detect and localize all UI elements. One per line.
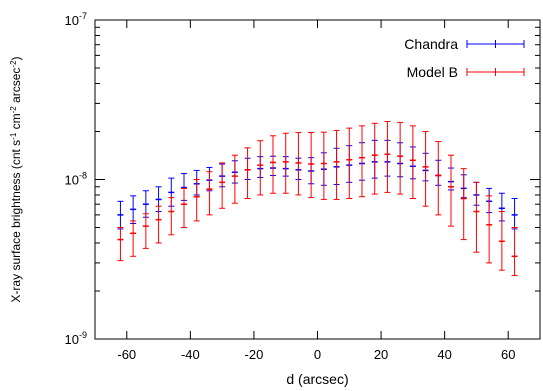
y-tick-label: 10-9 xyxy=(65,330,87,347)
x-tick-label: -40 xyxy=(181,347,200,362)
data-point xyxy=(117,227,124,262)
plot-border xyxy=(94,19,541,340)
x-axis-label: d (arcsec) xyxy=(286,371,348,387)
legend-entry: Model B xyxy=(407,64,525,80)
legend: Chandra Model B xyxy=(404,36,525,80)
data-point xyxy=(448,154,454,227)
data-point xyxy=(460,168,467,241)
data-point xyxy=(168,197,175,236)
y-tick-label: 10-7 xyxy=(65,11,87,28)
data-point xyxy=(435,141,442,216)
data-point xyxy=(282,132,289,194)
data-point xyxy=(511,198,518,230)
data-point xyxy=(206,171,213,216)
data-point xyxy=(193,179,200,222)
y-tick-label: 10-8 xyxy=(65,171,87,188)
data-point xyxy=(295,132,302,196)
data-point xyxy=(130,220,137,257)
data-point xyxy=(333,129,340,200)
series-chandra xyxy=(117,139,518,230)
data-point xyxy=(219,162,226,209)
data-point xyxy=(142,213,149,249)
data-point xyxy=(473,181,480,253)
data-point xyxy=(359,125,365,198)
data-point xyxy=(422,130,429,207)
data-point xyxy=(155,205,162,244)
series-layer xyxy=(117,121,518,277)
plot-frame xyxy=(94,19,541,340)
legend-label: Model B xyxy=(407,64,458,80)
y-axis-label: X-ray surface brightness (cnt s-1 cm-2 a… xyxy=(9,56,24,302)
data-point xyxy=(257,140,264,196)
x-tick-label: -60 xyxy=(117,347,136,362)
data-point xyxy=(270,135,276,194)
x-tick-label: 0 xyxy=(314,347,321,362)
data-point xyxy=(384,121,391,193)
data-point xyxy=(244,147,251,200)
data-point xyxy=(308,132,315,199)
y-axis: 10-9 10-8 10-7 xyxy=(65,11,540,347)
data-point xyxy=(231,154,238,204)
data-point xyxy=(181,187,187,229)
x-tick-label: 20 xyxy=(374,347,388,362)
x-tick-label: 40 xyxy=(437,347,451,362)
data-point xyxy=(346,127,353,200)
x-tick-label: -20 xyxy=(245,347,264,362)
data-point xyxy=(409,125,416,200)
series-model-b xyxy=(117,121,518,277)
data-point xyxy=(142,190,149,218)
legend-entry: Chandra xyxy=(404,36,525,52)
x-tick-label: 60 xyxy=(501,347,515,362)
data-point xyxy=(130,195,137,224)
data-point xyxy=(117,200,124,230)
data-point xyxy=(511,227,518,277)
data-point xyxy=(320,131,327,200)
x-axis: -60 -40 -20 0 20 40 60 xyxy=(117,20,515,362)
data-point xyxy=(371,122,378,195)
legend-label: Chandra xyxy=(404,36,458,52)
data-point xyxy=(486,195,493,264)
data-point xyxy=(397,121,404,195)
data-point xyxy=(498,211,505,271)
